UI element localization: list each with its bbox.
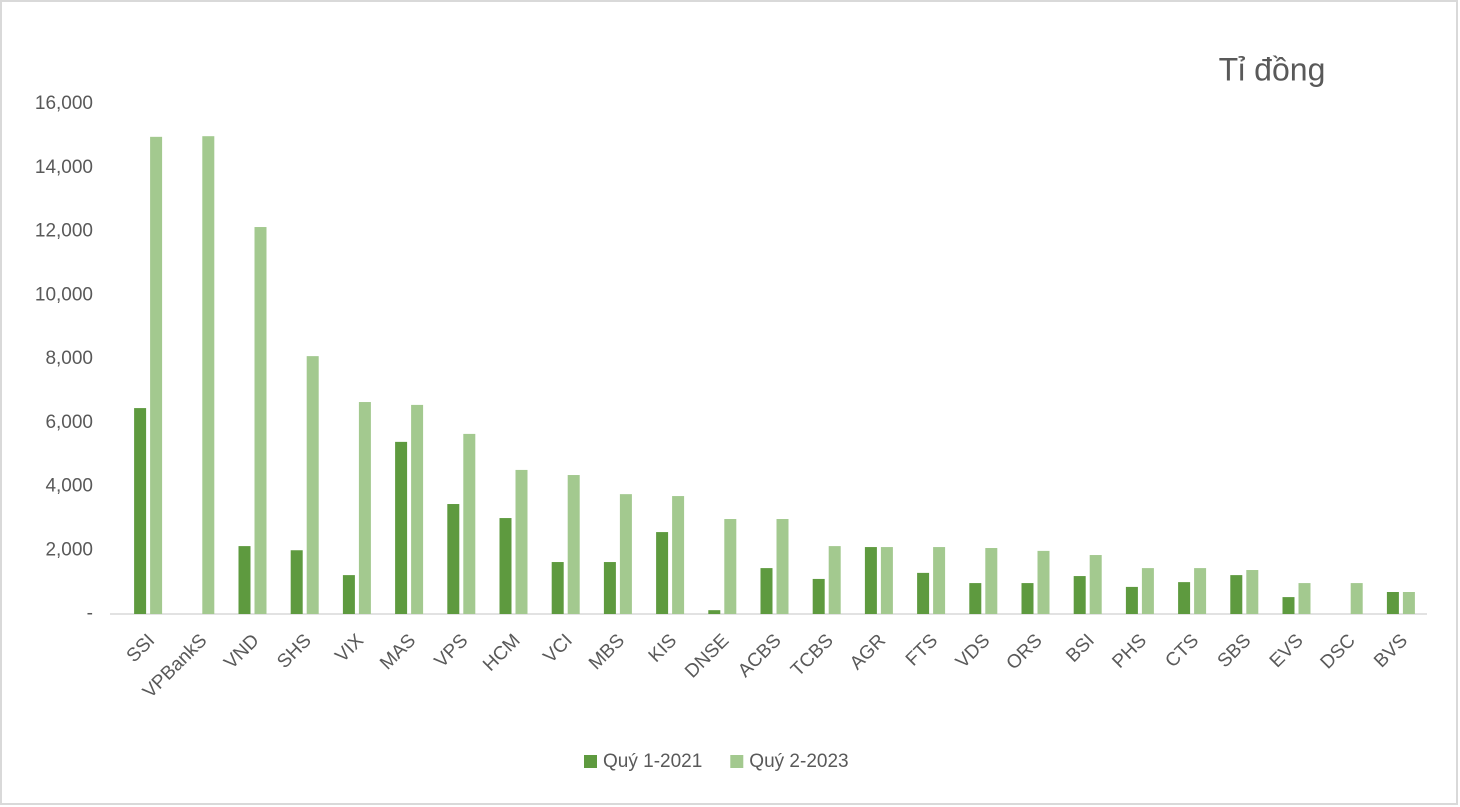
bar	[463, 433, 476, 614]
bar	[134, 408, 147, 614]
bar	[1386, 592, 1399, 614]
bar	[1178, 582, 1191, 614]
bar	[776, 519, 789, 614]
bar	[812, 578, 825, 614]
bar	[672, 496, 685, 614]
bar	[254, 227, 267, 614]
legend-label: Quý 1-2021	[603, 751, 702, 772]
bar	[290, 550, 303, 614]
y-tick-label: 2,000	[45, 539, 93, 560]
bar	[411, 404, 424, 614]
bar	[969, 583, 982, 614]
bar	[619, 494, 632, 614]
bar	[551, 562, 564, 614]
bar	[933, 547, 946, 614]
bar	[1021, 583, 1034, 614]
y-tick-label: 14,000	[35, 157, 93, 178]
bar	[515, 469, 528, 614]
bar	[1230, 575, 1243, 614]
legend-label: Quý 2-2023	[749, 751, 848, 772]
y-tick-label: 12,000	[35, 221, 93, 242]
bar	[202, 136, 215, 614]
bar	[358, 402, 371, 614]
bar	[1125, 586, 1138, 614]
bar	[864, 547, 877, 614]
bar	[1073, 576, 1086, 614]
bar	[1141, 568, 1154, 614]
bar	[760, 568, 773, 614]
chart-title: Tỉ đồng	[1219, 51, 1326, 87]
bar	[1402, 592, 1415, 614]
bar	[880, 547, 893, 614]
bar	[828, 546, 841, 614]
bar	[567, 475, 580, 614]
bar	[395, 441, 408, 614]
legend-swatch	[730, 755, 744, 768]
bar	[708, 610, 721, 614]
bar	[150, 136, 163, 615]
bar	[1350, 583, 1363, 614]
bar	[1194, 568, 1207, 614]
legend-swatch	[584, 755, 597, 768]
bar	[1246, 570, 1259, 614]
bar	[1298, 583, 1311, 614]
bar	[499, 518, 512, 614]
bar	[1037, 550, 1050, 614]
bar	[917, 572, 930, 614]
y-tick-label: 16,000	[35, 93, 93, 114]
bar	[306, 356, 319, 614]
bar	[603, 562, 616, 614]
y-tick-label: 4,000	[45, 476, 93, 497]
bar	[1282, 597, 1295, 614]
bar	[342, 575, 355, 614]
y-tick-label: 10,000	[35, 284, 93, 305]
y-tick-label: -	[87, 603, 93, 624]
bar	[1089, 555, 1102, 614]
y-tick-label: 8,000	[45, 348, 93, 369]
bar	[447, 504, 460, 614]
bar	[238, 546, 251, 614]
y-tick-label: 6,000	[45, 412, 93, 433]
bar	[656, 532, 669, 614]
bar	[985, 548, 998, 614]
bar	[724, 519, 737, 614]
